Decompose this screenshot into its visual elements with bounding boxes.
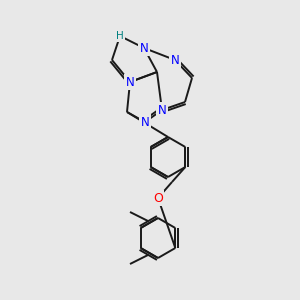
Text: N: N: [158, 103, 166, 116]
Text: N: N: [140, 41, 148, 55]
Text: N: N: [141, 116, 149, 128]
Text: H: H: [116, 31, 124, 41]
Text: N: N: [141, 116, 149, 128]
Text: N: N: [158, 103, 166, 116]
Text: N: N: [126, 76, 134, 88]
Text: N: N: [126, 76, 134, 88]
Text: O: O: [153, 191, 163, 205]
Text: N: N: [171, 53, 179, 67]
Text: H: H: [116, 31, 124, 41]
Text: N: N: [140, 41, 148, 55]
Text: N: N: [171, 53, 179, 67]
